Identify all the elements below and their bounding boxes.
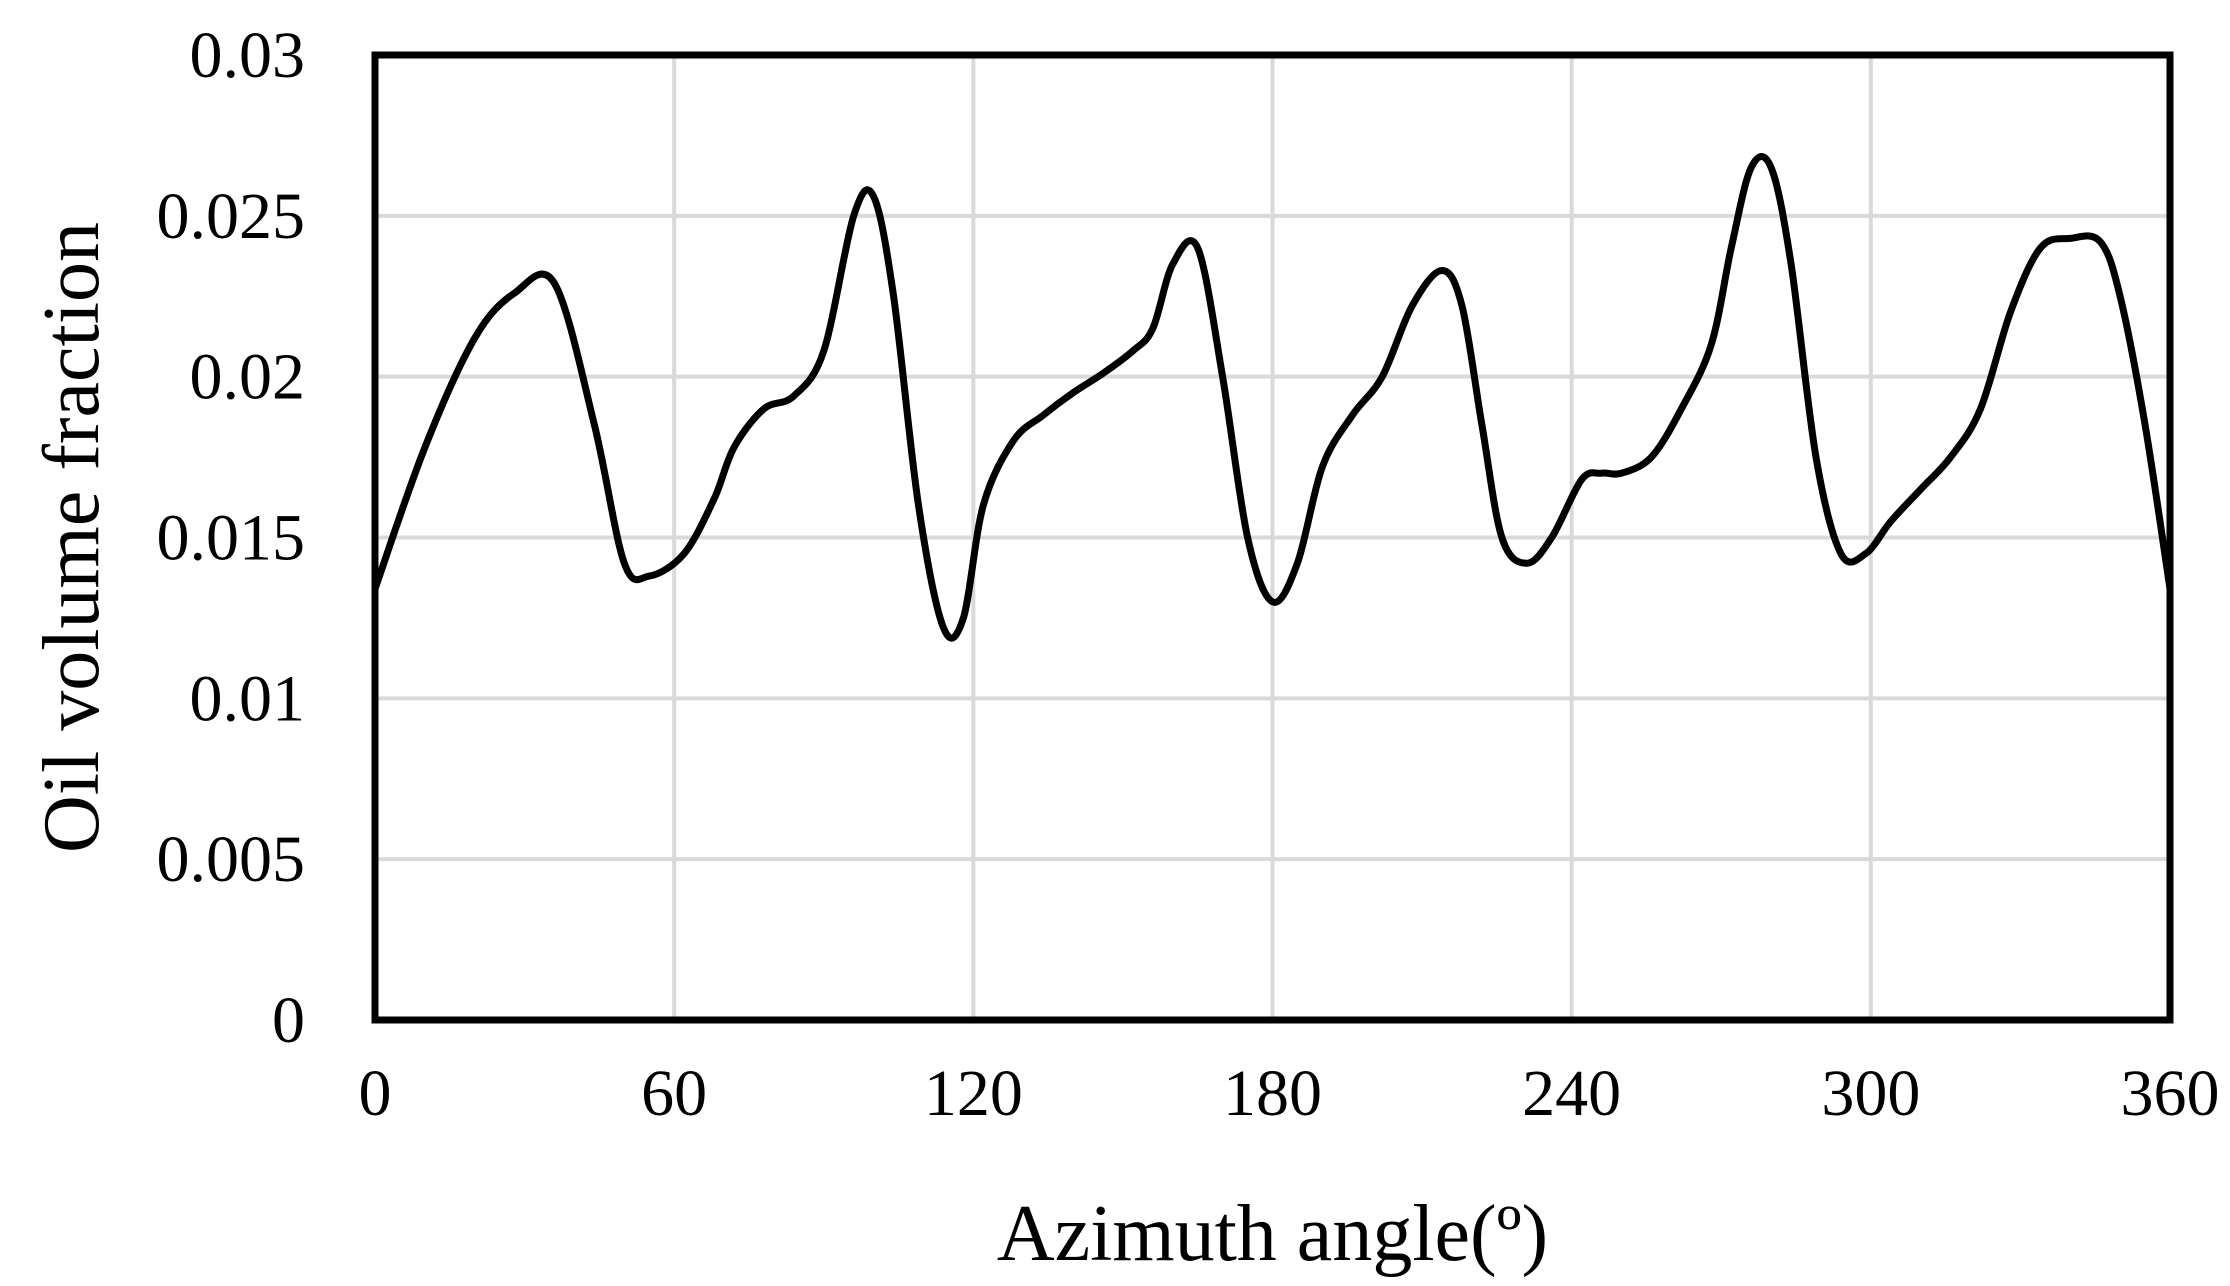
- x-axis-title: Azimuth angle(º): [997, 1190, 1548, 1278]
- x-tick-label: 180: [1223, 1057, 1322, 1130]
- plot-area-frame: [371, 51, 2174, 1024]
- y-axis-title: Oil volume fraction: [28, 222, 116, 853]
- x-tick-label: 360: [2121, 1057, 2220, 1130]
- y-tick-label: 0: [272, 984, 305, 1057]
- x-tick-label: 60: [641, 1057, 707, 1130]
- y-axis-tick-labels: 0 0.005 0.01 0.015 0.02 0.025 0.03: [157, 19, 306, 1057]
- x-tick-label: 120: [924, 1057, 1023, 1130]
- y-tick-label: 0.005: [157, 823, 306, 896]
- y-tick-label: 0.01: [190, 662, 306, 735]
- gridlines: [373, 53, 2172, 1022]
- x-axis-tick-labels: 0 60 120 180 240 300 360: [359, 1057, 2220, 1130]
- oil-volume-fraction-line: [371, 153, 2174, 642]
- x-tick-label: 240: [1522, 1057, 1621, 1130]
- y-tick-label: 0.015: [157, 502, 306, 575]
- y-tick-label: 0.02: [190, 341, 306, 414]
- x-tick-label: 0: [359, 1057, 392, 1130]
- y-tick-label: 0.03: [190, 19, 306, 92]
- x-tick-label: 300: [1821, 1057, 1920, 1130]
- y-tick-label: 0.025: [157, 180, 306, 253]
